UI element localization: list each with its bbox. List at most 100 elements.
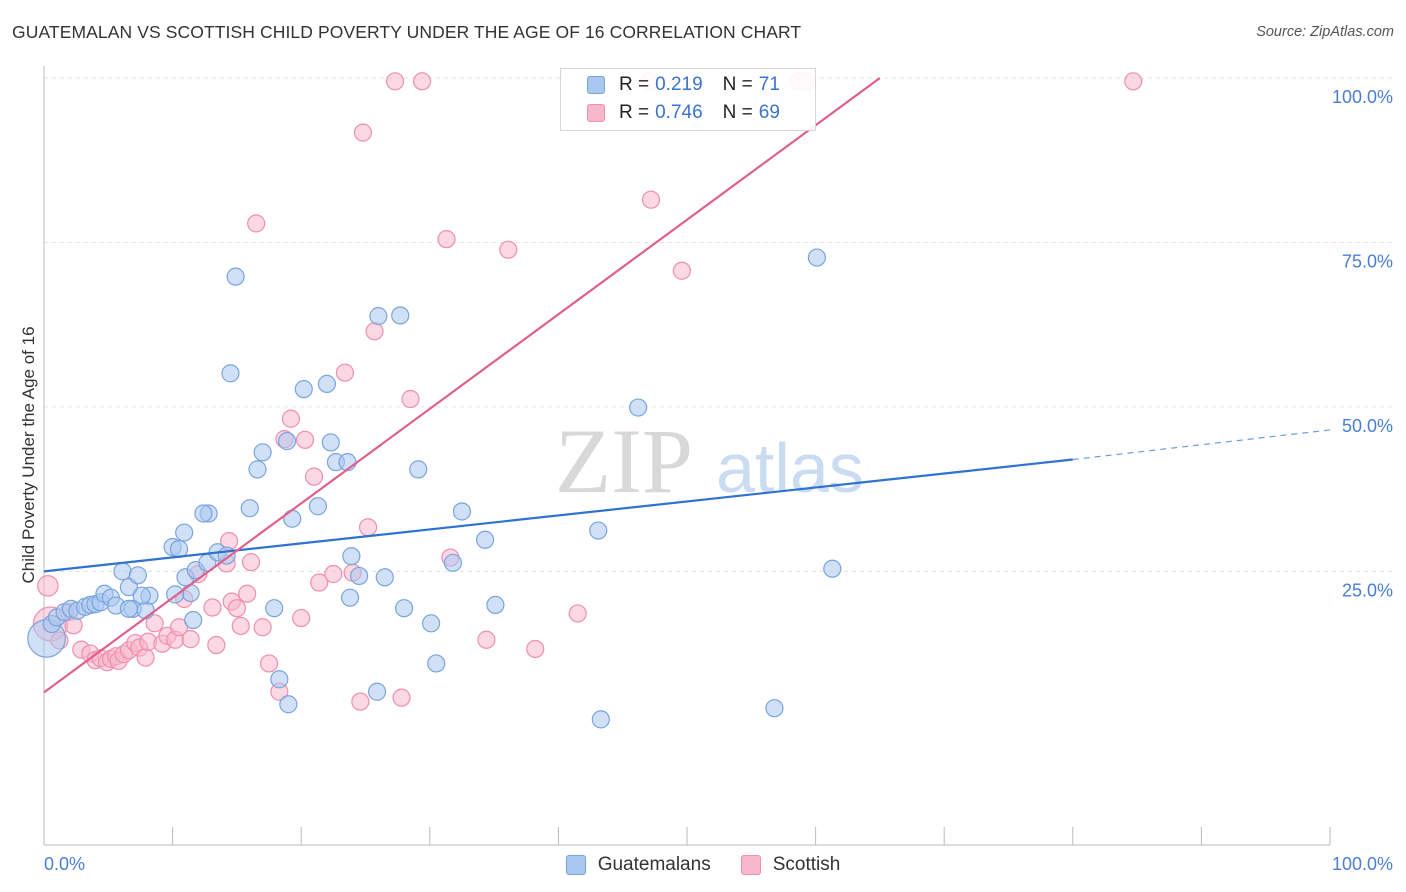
data-point <box>369 307 388 326</box>
legend-row-guatemalans: R = 0.219 N = 71 <box>587 73 780 97</box>
series-legend-scottish[interactable]: Scottish <box>740 852 840 878</box>
data-point <box>351 692 370 711</box>
data-point <box>194 504 213 523</box>
data-point <box>281 409 301 428</box>
data-point <box>591 710 610 729</box>
data-point <box>375 568 394 587</box>
data-point <box>409 460 428 479</box>
data-point <box>437 230 456 249</box>
series-legend-guatemalans[interactable]: Guatemalans <box>565 852 711 878</box>
data-point <box>181 583 200 603</box>
x-tick-label-min: 0.0% <box>44 854 85 874</box>
legend-r-value: 0.219 <box>655 74 703 95</box>
legend-n-value: 71 <box>758 74 780 95</box>
data-point <box>391 306 410 325</box>
legend-n-label: N = <box>722 74 753 95</box>
watermark-atlas: atlas <box>716 429 864 507</box>
source-credit: Source: ZipAtlas.com <box>1256 24 1394 40</box>
data-point <box>365 322 384 341</box>
data-point <box>499 240 518 259</box>
data-point <box>394 599 414 618</box>
y-tick-label: 25.0% <box>1342 580 1393 600</box>
data-point <box>477 630 496 649</box>
watermark: ZIP atlas <box>555 410 864 512</box>
data-point <box>37 575 59 597</box>
data-point <box>427 654 446 673</box>
data-point <box>270 670 289 689</box>
axes <box>43 66 1331 846</box>
data-point <box>226 267 245 286</box>
data-point <box>304 467 324 486</box>
data-point <box>283 509 302 528</box>
data-point <box>1124 72 1143 91</box>
data-point <box>113 562 132 581</box>
data-point <box>317 374 337 393</box>
data-point <box>452 502 472 521</box>
points-guatemalans <box>27 248 842 729</box>
data-point <box>292 608 311 628</box>
series-label-guatemalans: Guatemalans <box>597 854 711 875</box>
data-point <box>119 599 138 618</box>
trend-line-scottish <box>43 77 881 694</box>
y-tick-label: 50.0% <box>1342 416 1393 436</box>
data-point <box>340 588 360 607</box>
x-tick-labels: 0.0% 100.0% <box>44 854 1393 874</box>
data-point <box>259 654 279 673</box>
data-point <box>175 523 194 542</box>
data-point <box>227 599 246 618</box>
data-point <box>294 380 313 399</box>
data-point <box>401 389 420 409</box>
data-point <box>526 639 545 659</box>
data-point <box>132 586 151 605</box>
data-point <box>265 599 284 618</box>
data-point <box>231 616 250 636</box>
data-point <box>475 530 495 549</box>
legend-row-scottish: R = 0.746 N = 69 <box>587 101 780 125</box>
data-point <box>486 595 505 615</box>
data-point <box>169 618 189 637</box>
legend-r-label: R = <box>619 102 650 123</box>
trend-line-guatemalans-extension <box>1072 429 1331 461</box>
trend-lines <box>43 77 1331 694</box>
series-swatch-pink <box>740 855 761 875</box>
series-legend: Guatemalans Scottish <box>0 852 1406 878</box>
legend-swatch-blue <box>587 76 605 94</box>
data-point <box>145 614 164 633</box>
data-point <box>181 630 200 649</box>
series-swatch-blue <box>565 855 586 875</box>
data-point <box>321 433 340 452</box>
data-point <box>421 614 441 633</box>
watermark-zip: ZIP <box>555 410 693 512</box>
data-point <box>367 682 387 701</box>
data-point <box>335 363 355 382</box>
data-point <box>238 584 257 603</box>
legend-n-label: N = <box>722 102 753 123</box>
correlation-legend: R = 0.219 N = 71 R = 0.746 N = 69 <box>560 68 816 131</box>
y-tick-label: 100.0% <box>1332 87 1393 107</box>
data-point <box>641 190 661 209</box>
data-point <box>221 364 240 383</box>
legend-r-label: R = <box>619 74 650 95</box>
trend-line-guatemalans <box>43 458 1073 573</box>
legend-swatch-pink <box>587 104 605 122</box>
data-point <box>240 499 259 518</box>
data-point <box>308 497 328 516</box>
data-point <box>823 559 842 578</box>
data-point <box>295 430 315 449</box>
data-point <box>136 648 155 667</box>
data-point <box>807 248 826 267</box>
data-point <box>310 573 329 592</box>
data-point <box>629 398 648 417</box>
data-point <box>392 688 411 707</box>
y-tick-label: 75.0% <box>1342 251 1393 271</box>
data-point <box>412 72 432 91</box>
data-point <box>253 443 272 462</box>
data-point <box>248 460 267 479</box>
legend-n-value: 69 <box>758 102 780 123</box>
data-point <box>342 547 361 566</box>
chart-title: GUATEMALAN VS SCOTTISH CHILD POVERTY UND… <box>12 22 802 42</box>
data-point <box>184 610 203 630</box>
data-point <box>247 214 266 233</box>
data-point <box>279 695 298 714</box>
